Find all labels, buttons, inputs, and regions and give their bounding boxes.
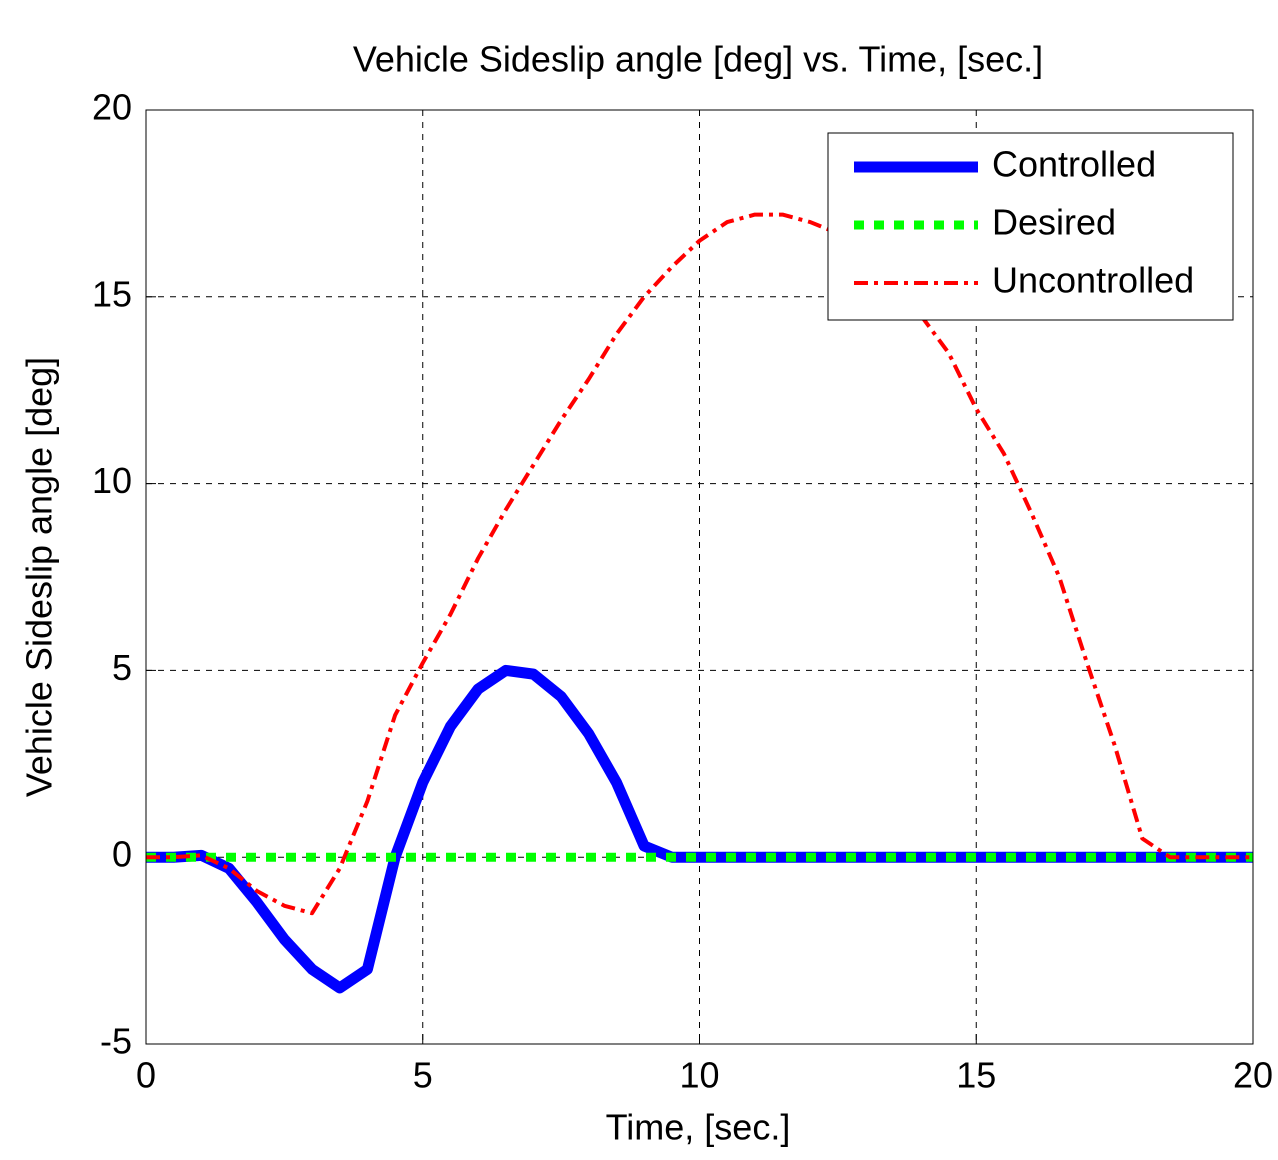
x-axis-label: Time, [sec.] <box>606 1107 791 1148</box>
y-tick-label: 15 <box>92 273 132 314</box>
y-tick-label: -5 <box>100 1021 132 1062</box>
y-tick-label: 10 <box>92 460 132 501</box>
legend: Controlled Desired Uncontrolled <box>827 132 1234 321</box>
chart-title: Vehicle Sideslip angle [deg] vs. Time, [… <box>353 39 1043 80</box>
legend-label: Desired <box>992 202 1116 243</box>
x-tick-label: 20 <box>1233 1055 1273 1096</box>
y-tick-label: 20 <box>92 87 132 128</box>
axes-box <box>145 109 1254 1045</box>
legend-label: Uncontrolled <box>992 260 1194 301</box>
y-tick-label: 5 <box>112 647 132 688</box>
x-tick-label: 0 <box>136 1055 156 1096</box>
legend-label: Controlled <box>992 144 1156 185</box>
series-line <box>146 212 1253 916</box>
x-tick-label: 10 <box>679 1055 719 1096</box>
x-tick-label: 5 <box>413 1055 433 1096</box>
x-tick-label: 15 <box>956 1055 996 1096</box>
y-tick-label: 0 <box>112 834 132 875</box>
y-axis-label: Vehicle Sideslip angle [deg] <box>19 357 60 797</box>
